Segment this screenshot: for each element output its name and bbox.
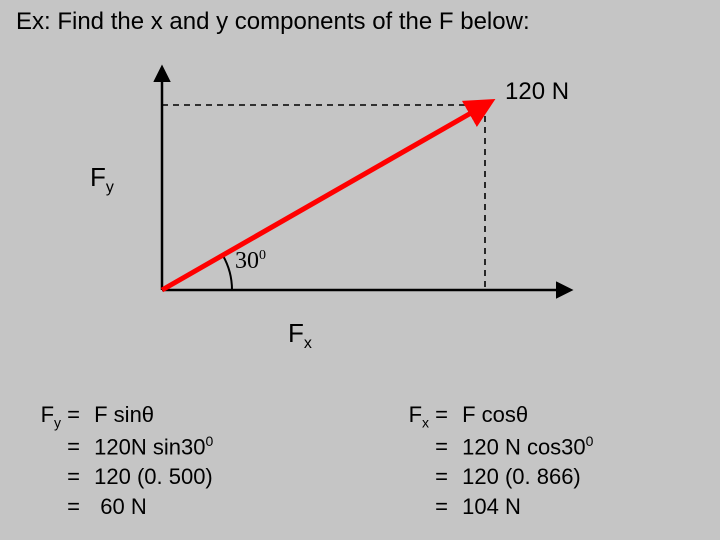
force-magnitude-label: 120 N	[505, 78, 569, 106]
fx-eq-3: =	[400, 462, 456, 492]
fy-axis-label: Fy	[90, 162, 114, 197]
angle-sup: 0	[259, 248, 266, 263]
fx-sub: x	[304, 335, 312, 352]
fy-row-2: = 120N sin300	[32, 432, 213, 462]
fx-row-1: Fx = F cosθ	[400, 400, 593, 432]
fy-lhs: Fy =	[32, 400, 88, 432]
fy-eq-3: =	[32, 462, 88, 492]
fy-rhs-2: 120N sin300	[88, 432, 213, 462]
fy-main: F	[90, 162, 106, 192]
fx-rhs-1: F cosθ	[456, 400, 528, 432]
fy-row-1: Fy = F sinθ	[32, 400, 213, 432]
fy-eq-2: =	[32, 432, 88, 462]
fy-eq-4: =	[32, 492, 88, 522]
fy-row-4: = 60 N	[32, 492, 213, 522]
fx-calculation: Fx = F cosθ = 120 N cos300 = 120 (0. 866…	[400, 400, 593, 522]
fx-main: F	[288, 318, 304, 348]
fx-eq-2: =	[400, 432, 456, 462]
problem-title: Ex: Find the x and y components of the F…	[16, 8, 530, 36]
fx-rhs-3: 120 (0. 866)	[456, 462, 581, 492]
fx-lhs: Fx =	[400, 400, 456, 432]
fy-rhs-4: 60 N	[88, 492, 147, 522]
fy-rhs-3: 120 (0. 500)	[88, 462, 213, 492]
fx-row-4: = 104 N	[400, 492, 593, 522]
fx-rhs-4: 104 N	[456, 492, 521, 522]
fx-rhs-2: 120 N cos300	[456, 432, 593, 462]
fx-axis-label: Fx	[288, 318, 312, 353]
angle-val: 30	[235, 248, 259, 274]
angle-label: 300	[235, 248, 266, 275]
fy-rhs-1: F sinθ	[88, 400, 154, 432]
fx-row-3: = 120 (0. 866)	[400, 462, 593, 492]
fy-sub: y	[106, 179, 114, 196]
fx-eq-4: =	[400, 492, 456, 522]
page: Ex: Find the x and y components of the F…	[0, 0, 720, 540]
fy-row-3: = 120 (0. 500)	[32, 462, 213, 492]
fy-calculation: Fy = F sinθ = 120N sin300 = 120 (0. 500)…	[32, 400, 213, 522]
fx-row-2: = 120 N cos300	[400, 432, 593, 462]
